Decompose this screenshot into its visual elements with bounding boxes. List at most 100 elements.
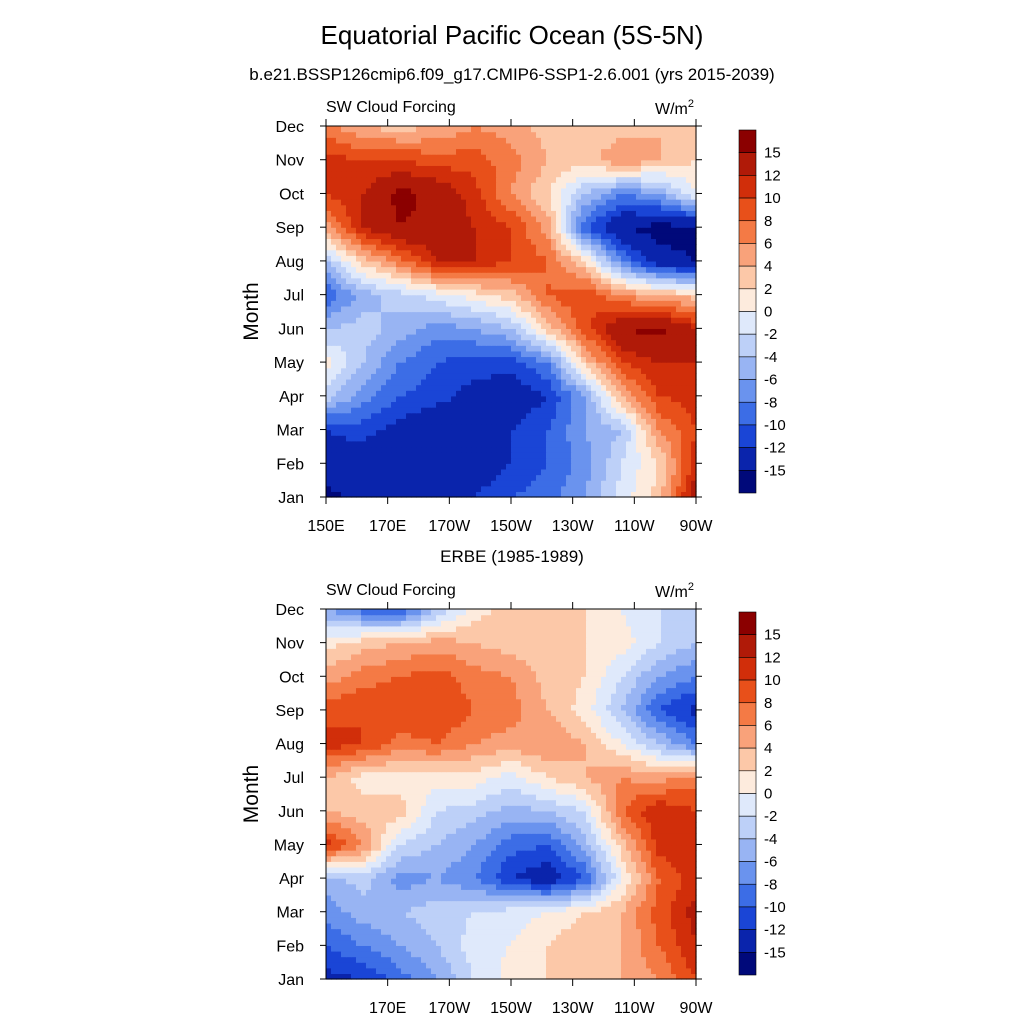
heatmap-cell: [646, 446, 652, 453]
heatmap-cell: [471, 457, 477, 464]
heatmap-cell: [491, 401, 497, 408]
heatmap-cell: [676, 255, 682, 262]
heatmap-cell: [621, 350, 627, 358]
heatmap-cell: [411, 289, 417, 296]
heatmap-cell: [406, 418, 412, 425]
heatmap-cell: [391, 474, 397, 481]
heatmap-cell: [546, 182, 552, 189]
heatmap-cell: [421, 474, 427, 481]
heatmap-cell: [486, 339, 492, 346]
heatmap-cell: [431, 446, 437, 453]
heatmap-cell: [581, 221, 587, 228]
heatmap-cell: [691, 249, 697, 256]
heatmap-cell: [596, 429, 602, 436]
heatmap-cell: [346, 474, 352, 481]
heatmap-cell: [446, 272, 452, 279]
heatmap-cell: [521, 199, 527, 206]
heatmap-cell: [591, 182, 597, 189]
heatmap-cell: [496, 165, 502, 172]
heatmap-cell: [676, 266, 682, 273]
heatmap-cell: [586, 215, 592, 223]
heatmap-cell: [501, 126, 507, 133]
heatmap-cell: [461, 429, 467, 436]
heatmap-cell: [346, 142, 352, 150]
heatmap-cell: [386, 266, 392, 273]
heatmap-cell: [421, 227, 427, 234]
heatmap-cell: [446, 142, 452, 150]
heatmap-cell: [381, 384, 387, 391]
heatmap-cell: [511, 272, 517, 279]
heatmap-cell: [676, 165, 682, 172]
heatmap-cell: [446, 221, 452, 228]
heatmap-cell: [401, 322, 407, 329]
heatmap-cell: [406, 322, 412, 329]
heatmap-cell: [346, 457, 352, 464]
heatmap-cell: [461, 170, 467, 178]
heatmap-cell: [656, 446, 662, 453]
heatmap-cell: [616, 457, 622, 464]
heatmap-cell: [501, 491, 507, 498]
heatmap-cell: [441, 378, 447, 386]
heatmap-cell: [661, 328, 667, 335]
heatmap-cell: [486, 131, 492, 138]
heatmap-cell: [601, 221, 607, 228]
heatmap-cell: [681, 339, 687, 346]
heatmap-cell: [476, 154, 482, 161]
heatmap-cell: [576, 345, 582, 352]
heatmap-cell: [561, 204, 567, 211]
heatmap-cell: [501, 238, 507, 245]
heatmap-cell: [571, 210, 577, 217]
heatmap-cell: [656, 356, 662, 363]
heatmap-cell: [586, 356, 592, 363]
heatmap-cell: [556, 356, 562, 363]
heatmap-cell: [476, 345, 482, 352]
heatmap-cell: [556, 137, 562, 144]
heatmap-cell: [496, 429, 502, 436]
heatmap-cell: [561, 126, 567, 133]
heatmap-cell: [436, 126, 442, 133]
heatmap-cell: [476, 401, 482, 408]
heatmap-cell: [466, 345, 472, 352]
heatmap-cell: [616, 373, 622, 380]
heatmap-cell: [446, 137, 452, 144]
heatmap-cell: [491, 468, 497, 476]
heatmap-cell: [676, 356, 682, 363]
heatmap-cell: [631, 395, 637, 403]
heatmap-cell: [571, 317, 577, 324]
heatmap-cell: [516, 165, 522, 172]
heatmap-cell: [406, 221, 412, 228]
heatmap-cell: [491, 204, 497, 211]
heatmap-cell: [381, 333, 387, 341]
heatmap-cell: [426, 328, 432, 335]
heatmap-cell: [451, 378, 457, 386]
heatmap-cell: [346, 317, 352, 324]
heatmap-cell: [356, 210, 362, 217]
heatmap-cell: [606, 446, 612, 453]
heatmap-cell: [566, 215, 572, 223]
heatmap-cell: [431, 238, 437, 245]
heatmap-cell: [561, 311, 567, 318]
heatmap-cell: [406, 317, 412, 324]
heatmap-cell: [546, 159, 552, 166]
heatmap-cell: [691, 182, 697, 189]
heatmap-cell: [471, 480, 477, 487]
heatmap-cell: [556, 238, 562, 245]
heatmap-cell: [481, 294, 487, 301]
heatmap-cell: [441, 356, 447, 363]
heatmap-cell: [366, 378, 372, 386]
heatmap-cell: [341, 199, 347, 206]
heatmap-cell: [631, 272, 637, 279]
heatmap-cell: [376, 277, 382, 284]
heatmap-cell: [446, 311, 452, 318]
heatmap-cell: [641, 468, 647, 476]
heatmap-cell: [601, 339, 607, 346]
heatmap-cell: [356, 199, 362, 206]
heatmap-cell: [391, 154, 397, 161]
heatmap-cell: [646, 142, 652, 150]
heatmap-cell: [491, 244, 497, 251]
heatmap-cell: [611, 356, 617, 363]
heatmap-cell: [516, 401, 522, 408]
heatmap-cell: [636, 367, 642, 374]
heatmap-cell: [496, 131, 502, 138]
heatmap-cell: [656, 182, 662, 189]
